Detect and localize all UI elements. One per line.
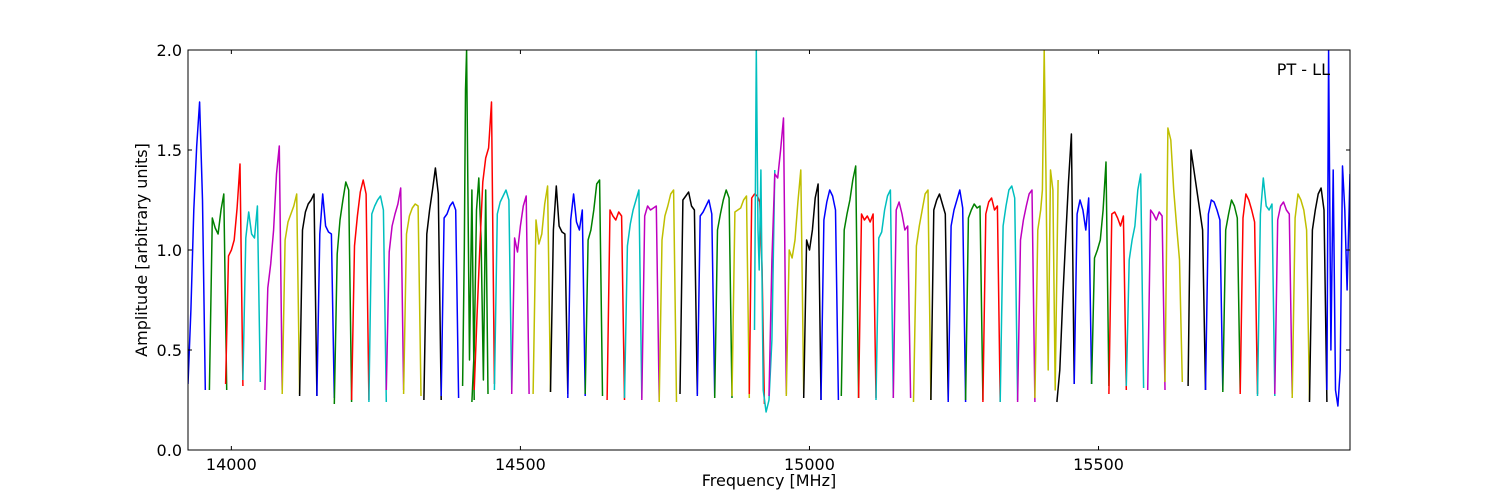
series-line-39 — [840, 165, 860, 399]
series-line-48 — [999, 185, 1019, 403]
annotation-label: PT - LL — [1277, 60, 1330, 79]
series-line-29 — [679, 191, 699, 395]
series-line-43 — [912, 189, 932, 403]
series-line-62 — [1256, 177, 1276, 397]
series-line-19 — [493, 189, 513, 391]
series-line-35 — [768, 117, 788, 397]
y-axis: 0.0 0.5 1.0 1.5 2.0 — [157, 41, 1350, 460]
series-line-28 — [658, 189, 678, 403]
series-line-15 — [440, 201, 460, 399]
series-line-30 — [696, 199, 716, 397]
series-line-40 — [857, 213, 877, 399]
series-line-66 — [1326, 50, 1350, 407]
series-line-14 — [423, 167, 442, 401]
series-line-47 — [982, 197, 1001, 403]
series-line-13 — [402, 203, 422, 397]
series-line-23 — [567, 193, 586, 399]
x-tick-label: 15000 — [784, 455, 835, 474]
series-line-57 — [1164, 127, 1184, 383]
series-line-20 — [510, 195, 530, 395]
series-line-64 — [1291, 193, 1311, 401]
series-line-9 — [333, 181, 353, 405]
series-line-18 — [473, 101, 496, 391]
x-axis-label: Frequency [MHz] — [702, 471, 836, 490]
series-line-27 — [641, 205, 660, 401]
x-tick-label: 15500 — [1073, 455, 1124, 474]
series-layer — [188, 50, 1350, 413]
series-line-12 — [385, 187, 405, 391]
series-line-36 — [785, 169, 805, 397]
series-line-25 — [606, 209, 626, 401]
series-line-65 — [1308, 187, 1328, 403]
x-tick-label: 14000 — [206, 455, 257, 474]
series-line-50 — [1034, 50, 1059, 399]
series-line-63 — [1274, 201, 1293, 395]
series-line-51 — [1056, 133, 1075, 403]
series-line-8 — [316, 193, 336, 399]
series-line-37 — [802, 183, 822, 401]
y-tick-label: 2.0 — [157, 41, 182, 60]
series-line-1 — [188, 101, 207, 391]
series-line-46 — [964, 203, 984, 401]
y-axis-label: Amplitude [arbitrary units] — [132, 143, 151, 357]
series-line-10 — [350, 179, 370, 401]
series-line-2 — [208, 193, 228, 391]
series-line-38 — [820, 189, 840, 401]
x-axis: 14000 14500 15000 15500 — [206, 50, 1124, 474]
series-line-42 — [892, 201, 912, 399]
series-line-21 — [532, 185, 552, 395]
series-line-58 — [1187, 149, 1207, 391]
series-line-60 — [1222, 199, 1241, 393]
series-line-53 — [1090, 161, 1110, 387]
y-tick-label: 1.5 — [157, 141, 182, 160]
series-line-31 — [713, 189, 733, 399]
series-line-17 — [471, 177, 489, 403]
series-line-49 — [1016, 189, 1036, 403]
y-tick-label: 0.5 — [157, 341, 182, 360]
series-line-61 — [1239, 193, 1259, 395]
series-line-5 — [264, 145, 283, 391]
series-line-44 — [930, 193, 949, 401]
series-line-56 — [1146, 209, 1166, 391]
y-tick-label: 1.0 — [157, 241, 182, 260]
series-line-22 — [549, 185, 569, 395]
series-line-59 — [1204, 199, 1224, 391]
series-line-52 — [1073, 197, 1093, 385]
x-tick-label: 14500 — [495, 455, 546, 474]
series-line-16 — [461, 50, 475, 401]
series-line-4 — [242, 205, 262, 383]
series-line-11 — [368, 195, 388, 403]
series-line-54 — [1108, 211, 1128, 395]
series-line-41 — [875, 189, 895, 401]
series-line-32 — [731, 195, 751, 399]
series-line-45 — [947, 189, 967, 403]
series-line-6 — [281, 193, 301, 395]
series-line-3 — [224, 163, 244, 387]
series-line-34 — [753, 50, 776, 413]
series-line-26 — [623, 189, 643, 399]
series-line-24 — [584, 179, 604, 397]
y-tick-label: 0.0 — [157, 441, 182, 460]
series-line-7 — [298, 193, 318, 397]
series-line-55 — [1125, 173, 1145, 389]
